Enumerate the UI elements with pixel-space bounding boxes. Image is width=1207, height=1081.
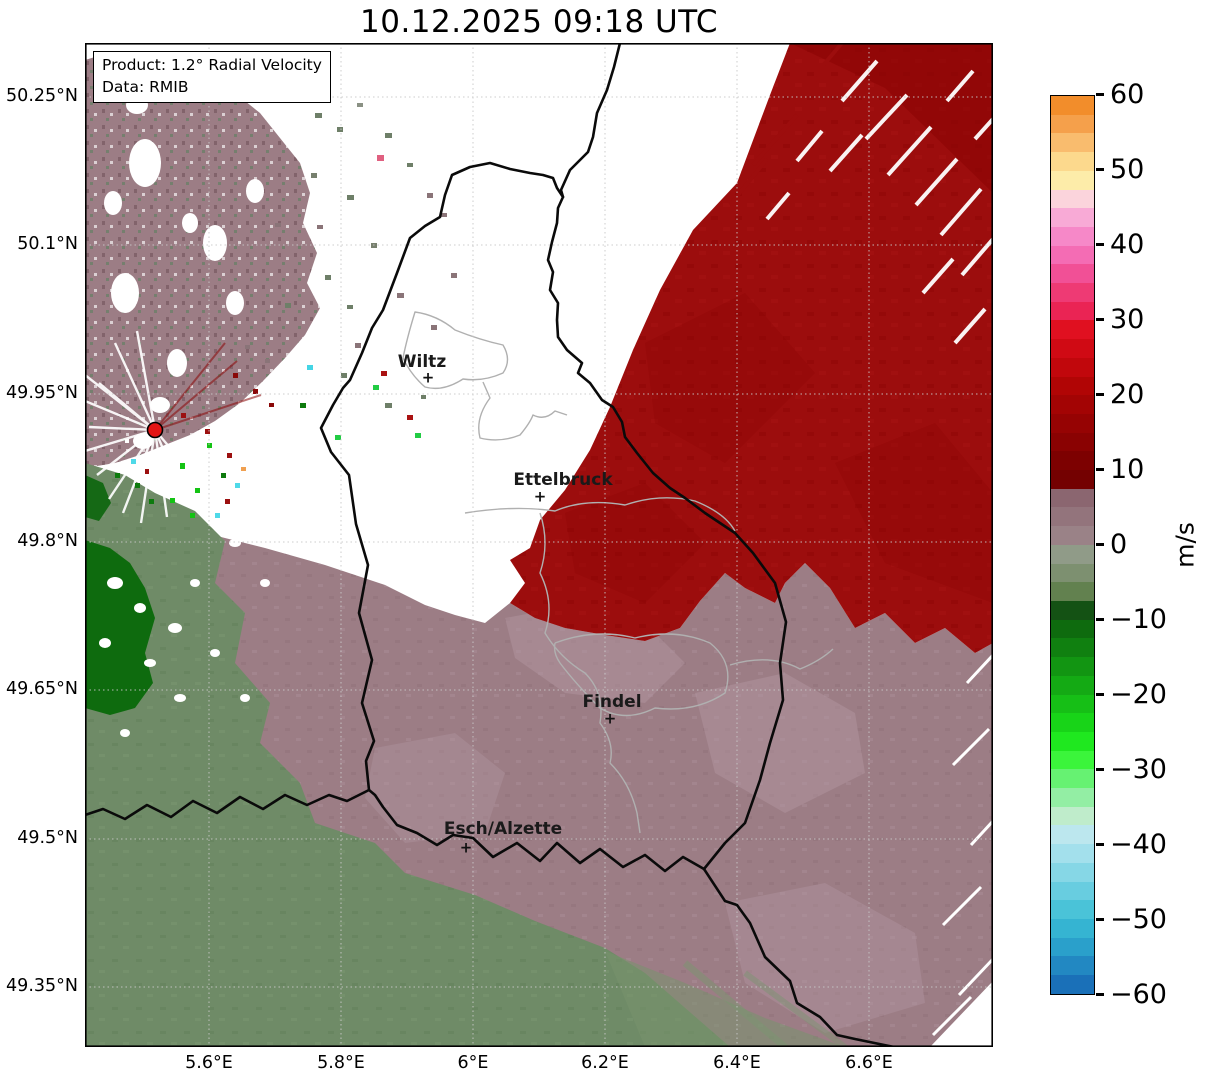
colorbar-tick: −50	[1096, 904, 1167, 935]
colorbar-tick: −40	[1096, 829, 1167, 860]
product-info-box: Product: 1.2° Radial Velocity Data: RMIB	[93, 51, 331, 104]
y-tick-label: 49.95°N	[6, 383, 78, 403]
colorbar-tick: −10	[1096, 604, 1167, 635]
map-plot-area: Product: 1.2° Radial Velocity Data: RMIB…	[85, 43, 993, 1047]
colorbar-tick: 60	[1096, 79, 1144, 110]
radar-velocity-map	[85, 43, 993, 1047]
y-tick-label: 49.5°N	[17, 828, 78, 848]
data-source-label: Data: RMIB	[102, 77, 189, 96]
white-beam-gaps	[765, 59, 993, 345]
red-beam-streaks	[705, 43, 844, 245]
colorbar-tick: −30	[1096, 754, 1167, 785]
colorbar-tick: 10	[1096, 454, 1144, 485]
x-tick-label: 6.4°E	[713, 1053, 761, 1073]
weak-negative-velocity-region	[85, 463, 847, 1047]
colorbar-tick: 20	[1096, 379, 1144, 410]
scattered-echo-speckles	[275, 103, 457, 440]
colorbar-tick: 30	[1096, 304, 1144, 335]
radar-site-marker	[146, 421, 164, 439]
colorbar-tick: 50	[1096, 154, 1144, 185]
colorbar-tick: 40	[1096, 229, 1144, 260]
colorbar-tick: −20	[1096, 679, 1167, 710]
x-tick-label: 6.2°E	[581, 1053, 629, 1073]
y-tick-label: 50.25°N	[6, 86, 78, 106]
radar-radial-zone	[85, 330, 274, 524]
city-marker-wiltz: +	[421, 368, 435, 387]
plot-frame	[85, 43, 993, 1047]
right-edge-beam-gaps	[930, 653, 993, 1047]
gridlines	[85, 43, 993, 1047]
y-tick-label: 49.65°N	[6, 679, 78, 699]
y-tick-label: 50.1°N	[17, 234, 78, 254]
colorbar-unit-label: m/s	[1170, 522, 1200, 568]
country-borders	[85, 43, 896, 1047]
colorbar-gradient	[1050, 95, 1095, 995]
city-marker-ettelbruck: +	[533, 487, 547, 506]
strong-negative-velocity-patch	[85, 540, 155, 715]
city-label-findel: Findel	[582, 692, 642, 712]
x-tick-label: 5.6°E	[185, 1053, 233, 1073]
y-tick-label: 49.8°N	[17, 531, 78, 551]
figure-title: 10.12.2025 09:18 UTC	[360, 4, 718, 40]
strong-positive-velocity-region	[510, 43, 993, 653]
city-marker-esch-alzette: +	[459, 838, 473, 857]
city-marker-findel: +	[603, 709, 617, 728]
x-tick-label: 5.8°E	[317, 1053, 365, 1073]
colorbar-tick: −60	[1096, 979, 1167, 1010]
colorbar-tick: 0	[1096, 529, 1127, 560]
x-tick-label: 6°E	[457, 1053, 489, 1073]
y-tick-label: 49.35°N	[6, 976, 78, 996]
echo-holes	[99, 539, 270, 737]
city-label-wiltz: Wiltz	[397, 352, 447, 372]
product-label: Product: 1.2° Radial Velocity	[102, 56, 322, 74]
internal-borders	[402, 311, 834, 834]
city-label-ettelbruck: Ettelbruck	[513, 470, 613, 490]
x-tick-label: 6.6°E	[845, 1053, 893, 1073]
city-label-esch-alzette: Esch/Alzette	[443, 819, 563, 839]
